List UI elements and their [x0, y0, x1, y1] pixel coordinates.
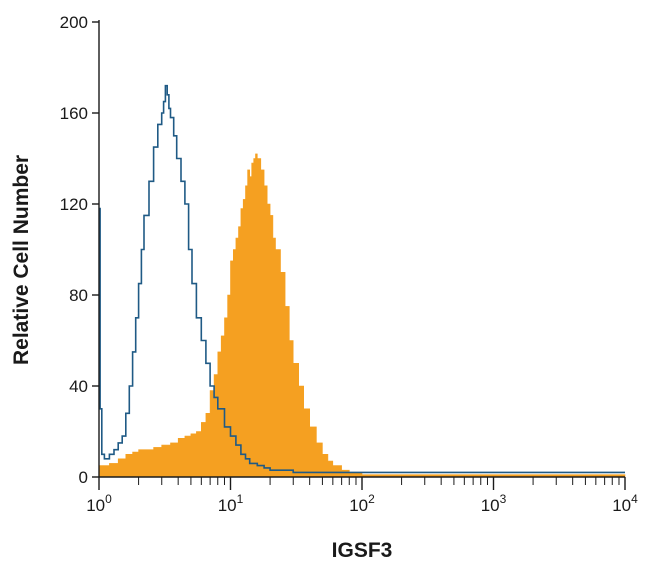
- y-axis-title: Relative Cell Number: [10, 155, 33, 365]
- y-tick-label: 0: [79, 468, 88, 487]
- x-tick-label: 102: [349, 492, 375, 515]
- y-tick-label: 200: [60, 13, 88, 32]
- x-tick-label: 100: [86, 492, 112, 515]
- x-tick-label: 101: [218, 492, 244, 515]
- histogram-outline-series: [99, 84, 625, 474]
- x-tick-label: 103: [481, 492, 507, 515]
- y-tick-label: 160: [60, 104, 88, 123]
- plot-area: [98, 84, 626, 478]
- axes: 0 40 80 120 160 200 100 101 102 103 104: [60, 13, 638, 515]
- y-tick-label: 80: [69, 286, 88, 305]
- x-tick-label: 104: [612, 492, 638, 515]
- y-tick-label: 120: [60, 195, 88, 214]
- y-tick-label: 40: [69, 377, 88, 396]
- x-axis-title: IGSF3: [332, 539, 393, 562]
- histogram-filled-series: [98, 153, 626, 478]
